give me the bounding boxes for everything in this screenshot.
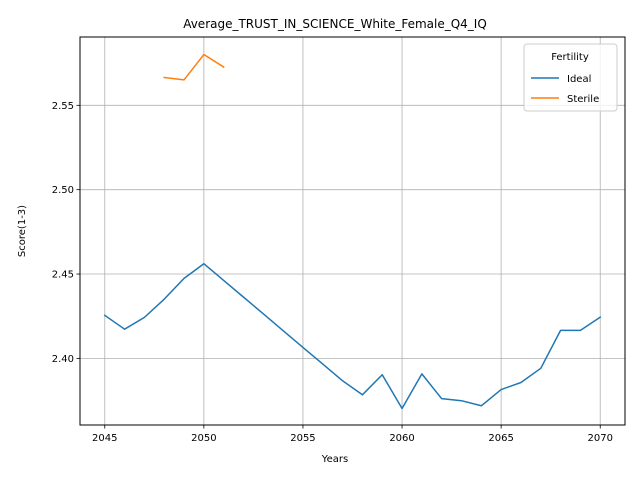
y-axis: 2.40 2.45 2.50 2.55 — [52, 101, 80, 365]
legend: Fertility Ideal Sterile — [523, 43, 618, 112]
series-layer — [103, 53, 602, 410]
y-tick-label: 2.55 — [52, 101, 74, 112]
y-tick-label: 2.40 — [52, 354, 74, 365]
y-axis-label: Score(1-3) — [17, 205, 28, 257]
plot-frame — [79, 36, 626, 426]
x-tick-label: 2065 — [488, 433, 513, 444]
x-tick-label: 2045 — [92, 433, 117, 444]
legend-title: Fertility — [551, 52, 589, 63]
x-tick-label: 2055 — [290, 433, 315, 444]
x-tick-label: 2050 — [191, 433, 216, 444]
y-tick-label: 2.45 — [52, 270, 74, 281]
x-axis: 2045 2050 2055 2060 2065 2070 — [92, 425, 613, 444]
legend-box — [523, 43, 618, 112]
x-tick-label: 2060 — [389, 433, 414, 444]
legend-label-sterile: Sterile — [567, 94, 599, 105]
x-axis-label: Years — [321, 454, 348, 465]
legend-label-ideal: Ideal — [567, 74, 591, 85]
series-line-ideal — [103, 262, 602, 410]
chart-title: Average_TRUST_IN_SCIENCE_White_Female_Q4… — [183, 17, 487, 31]
series-line-sterile — [163, 53, 225, 81]
x-tick-label: 2070 — [588, 433, 613, 444]
y-tick-label: 2.50 — [52, 185, 74, 196]
